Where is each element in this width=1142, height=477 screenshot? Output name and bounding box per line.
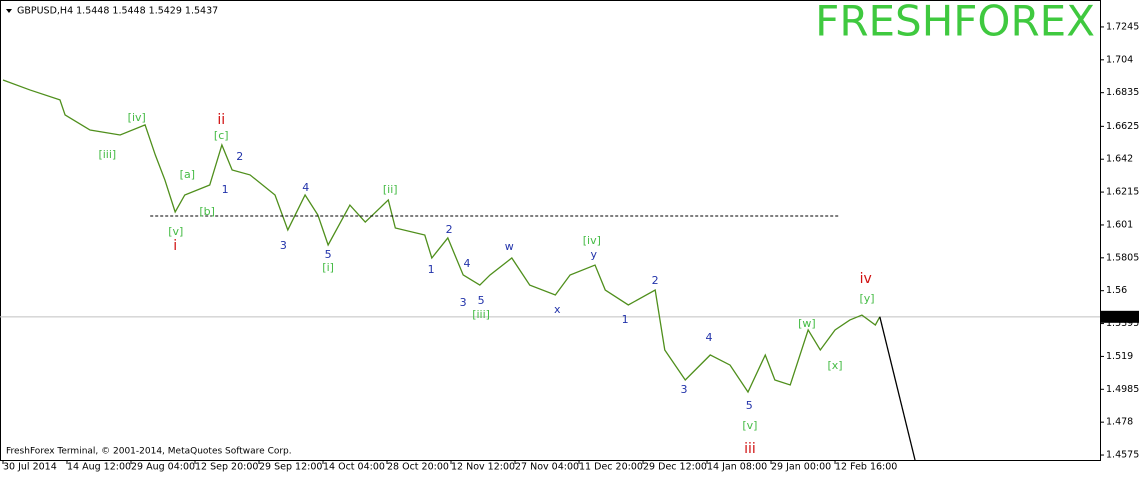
x-tick-label: 12 Feb 16:00 — [835, 462, 897, 473]
x-tick-label: 29 Aug 04:00 — [131, 462, 195, 473]
x-tick-label: 14 Jan 08:00 — [707, 462, 767, 473]
y-tick-label: 1.642 — [1106, 154, 1133, 165]
x-tick-label: 14 Oct 04:00 — [323, 462, 385, 473]
y-tick-label: 1.7245 — [1106, 21, 1139, 32]
wave-label: iii — [744, 441, 756, 457]
wave-label: [b] — [199, 205, 215, 218]
wave-label: [v] — [742, 419, 757, 432]
y-tick-label: 1.5395 — [1106, 318, 1139, 329]
wave-label: 4 — [464, 257, 471, 270]
wave-label: [iii] — [98, 148, 116, 161]
y-tick-label: 1.601 — [1106, 219, 1133, 230]
wave-label: [a] — [180, 168, 195, 181]
wave-label: ii — [217, 112, 225, 128]
watermark: FRESHFOREX — [815, 0, 1095, 46]
y-tick-label: 1.6215 — [1106, 187, 1139, 198]
x-tick-label: 28 Oct 20:00 — [387, 462, 449, 473]
y-tick-label: 1.6835 — [1106, 87, 1139, 98]
y-tick-label: 1.6625 — [1106, 121, 1139, 132]
wave-label: [i] — [322, 261, 334, 274]
y-tick-label: 1.4985 — [1106, 384, 1139, 395]
x-tick-label: 11 Dec 20:00 — [579, 462, 643, 473]
x-tick-label: 29 Jan 00:00 — [771, 462, 831, 473]
x-tick-label: 27 Nov 04:00 — [515, 462, 579, 473]
x-tick-label: 30 Jul 2014 — [3, 462, 57, 473]
x-tick-label: 29 Sep 12:00 — [259, 462, 322, 473]
wave-label: y — [590, 248, 597, 261]
x-tick-label: 14 Aug 12:00 — [67, 462, 131, 473]
wave-label: w — [505, 240, 514, 253]
wave-label: 5 — [325, 248, 332, 261]
wave-label: 1 — [428, 263, 435, 276]
wave-label: [y] — [859, 292, 874, 305]
wave-label: 1 — [622, 313, 629, 326]
wave-label: 4 — [705, 331, 712, 344]
x-tick-label: 29 Dec 12:00 — [643, 462, 707, 473]
price-line — [879, 316, 916, 461]
wave-label: 1 — [222, 183, 229, 196]
wave-label: [x] — [827, 359, 842, 372]
wave-label: 5 — [746, 399, 753, 412]
y-tick-label: 1.56 — [1106, 285, 1127, 296]
y-tick-label: 1.5805 — [1106, 252, 1139, 263]
wave-label: x — [554, 303, 561, 316]
price-line — [2, 79, 881, 394]
y-tick-label: 1.478 — [1106, 417, 1133, 428]
wave-label: [ii] — [383, 183, 398, 196]
wave-label: i — [173, 238, 177, 254]
chart-title: GBPUSD,H4 1.5448 1.5448 1.5429 1.5437 — [17, 6, 218, 17]
footer: FreshForex Terminal, © 2001-2014, MetaQu… — [6, 447, 292, 457]
wave-label: [iv] — [583, 234, 601, 247]
wave-label: 3 — [460, 296, 467, 309]
wave-label: 4 — [302, 181, 309, 194]
x-tick-label: 12 Sep 20:00 — [195, 462, 258, 473]
wave-label: [iii] — [472, 308, 490, 321]
plot-frame — [0, 0, 1101, 461]
wave-label: 3 — [280, 239, 287, 252]
wave-label: 5 — [478, 294, 485, 307]
wave-label: 3 — [680, 383, 687, 396]
wave-label: [c] — [214, 129, 229, 142]
wave-label: [v] — [168, 225, 183, 238]
y-tick-label: 1.519 — [1106, 351, 1133, 362]
wave-label: [iv] — [128, 111, 146, 124]
current-price-label: 1.5437 — [1105, 311, 1138, 322]
wave-label: iv — [860, 271, 872, 287]
y-tick-label: 1.4575 — [1106, 450, 1139, 461]
wave-label: 2 — [446, 223, 453, 236]
x-tick-label: 12 Nov 12:00 — [451, 462, 515, 473]
wave-label: 2 — [236, 150, 243, 163]
symbol-arrow — [6, 9, 12, 13]
y-tick-label: 1.704 — [1106, 54, 1133, 65]
current-price-box — [1101, 310, 1139, 323]
wave-label: [w] — [798, 317, 816, 330]
wave-label: 2 — [652, 274, 659, 287]
